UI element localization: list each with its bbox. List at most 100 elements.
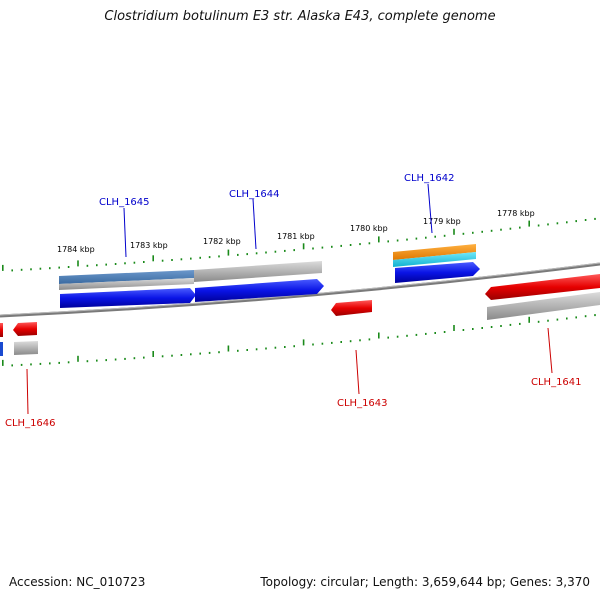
- minor-tick: [340, 244, 342, 247]
- minor-tick: [20, 363, 23, 366]
- major-tick: [77, 260, 79, 267]
- gene-label-clh-1643[interactable]: CLH_1643: [337, 398, 388, 409]
- minor-tick: [114, 358, 117, 361]
- minor-tick: [359, 339, 361, 342]
- gene-arrow-clh-1642[interactable]: [395, 262, 480, 283]
- minor-tick: [584, 219, 587, 221]
- minor-tick: [547, 223, 549, 226]
- minor-tick: [584, 315, 587, 318]
- major-tick: [378, 332, 380, 339]
- label-leaders: [26, 183, 553, 415]
- minor-tick: [255, 348, 258, 351]
- minor-tick: [255, 252, 258, 255]
- minor-tick: [39, 267, 42, 270]
- feature-bar-orange: [393, 244, 476, 260]
- gene-label-clh-1644[interactable]: CLH_1644: [229, 189, 280, 200]
- gene-label-clh-1642[interactable]: CLH_1642: [404, 173, 455, 184]
- minor-tick: [312, 247, 314, 250]
- minor-tick: [143, 356, 145, 359]
- minor-tick: [396, 239, 399, 242]
- feature-bar-cyan: [393, 252, 476, 267]
- minor-tick: [133, 261, 136, 264]
- minor-tick: [368, 242, 371, 245]
- minor-tick: [218, 255, 220, 258]
- minor-tick: [171, 259, 173, 261]
- gene-arrow-partial[interactable]: [0, 323, 3, 337]
- minor-tick: [481, 230, 483, 233]
- minor-tick: [114, 263, 117, 265]
- major-tick: [152, 351, 154, 357]
- minor-tick: [30, 268, 32, 271]
- minor-tick: [124, 357, 126, 360]
- minor-tick: [312, 343, 314, 346]
- minor-tick: [218, 351, 220, 354]
- minor-tick: [180, 354, 183, 356]
- leader-line: [427, 183, 433, 234]
- leader-line: [123, 207, 127, 258]
- minor-tick: [180, 258, 183, 261]
- minor-tick: [481, 327, 483, 329]
- minor-tick: [11, 269, 13, 272]
- minor-tick: [368, 338, 371, 341]
- minor-tick: [500, 325, 502, 327]
- tick-label: 1779 kbp: [423, 217, 461, 226]
- minor-tick: [96, 359, 98, 362]
- major-tick: [227, 249, 230, 256]
- minor-tick: [199, 352, 201, 355]
- minor-tick: [340, 341, 342, 343]
- minor-tick: [349, 340, 352, 343]
- minor-tick: [208, 256, 211, 259]
- minor-tick: [349, 244, 352, 246]
- minor-tick: [105, 263, 107, 266]
- major-tick: [227, 345, 230, 352]
- gene-labels: CLH_1645 CLH_1644 CLH_1642 CLH_1646 CLH_…: [5, 173, 582, 429]
- gene-arrow-clh-1643[interactable]: [331, 300, 372, 316]
- gene-arrow-clh-1644[interactable]: [195, 279, 324, 302]
- minor-tick: [124, 262, 126, 265]
- feature-bar-grey: [487, 292, 600, 320]
- minor-tick: [472, 328, 474, 330]
- minor-tick: [462, 329, 465, 331]
- minor-tick: [321, 246, 324, 249]
- major-tick: [302, 243, 305, 250]
- major-tick: [528, 220, 530, 227]
- minor-tick: [490, 326, 493, 328]
- minor-tick: [49, 267, 51, 270]
- gene-label-clh-1645[interactable]: CLH_1645: [99, 197, 150, 208]
- minor-tick: [274, 250, 277, 253]
- minor-tick: [425, 236, 427, 239]
- minor-tick: [274, 346, 277, 349]
- minor-tick: [86, 264, 89, 267]
- tick-label: 1781 kbp: [277, 232, 315, 241]
- minor-tick: [415, 333, 418, 336]
- major-tick: [378, 236, 380, 243]
- gene-arrow-clh-1641[interactable]: [485, 274, 600, 300]
- minor-tick: [86, 360, 89, 363]
- minor-tick: [406, 334, 408, 337]
- minor-tick: [434, 332, 436, 334]
- minor-tick: [161, 259, 164, 262]
- gene-label-clh-1646[interactable]: CLH_1646: [5, 418, 56, 429]
- minor-tick: [237, 349, 239, 352]
- minor-tick: [462, 232, 465, 235]
- map-title: Clostridium botulinum E3 str. Alaska E43…: [104, 9, 496, 24]
- major-tick: [453, 228, 455, 235]
- minor-tick: [30, 363, 32, 366]
- tick-label: 1780 kbp: [350, 224, 388, 233]
- leader-line: [355, 349, 360, 395]
- gene-arrow-clh-1645[interactable]: [60, 288, 196, 308]
- minor-tick: [11, 364, 13, 367]
- minor-tick: [49, 362, 51, 365]
- gene-label-clh-1641[interactable]: CLH_1641: [531, 377, 582, 388]
- minor-tick: [171, 354, 173, 357]
- forward-cds-track: [60, 262, 480, 308]
- minor-tick: [594, 314, 596, 317]
- minor-tick: [406, 238, 408, 241]
- minor-tick: [575, 316, 577, 319]
- minor-tick: [67, 266, 70, 268]
- minor-tick: [387, 336, 389, 339]
- leader-line: [26, 368, 29, 415]
- minor-tick: [105, 359, 107, 362]
- gene-arrow-clh-1646[interactable]: [13, 322, 37, 336]
- minor-tick: [443, 331, 446, 333]
